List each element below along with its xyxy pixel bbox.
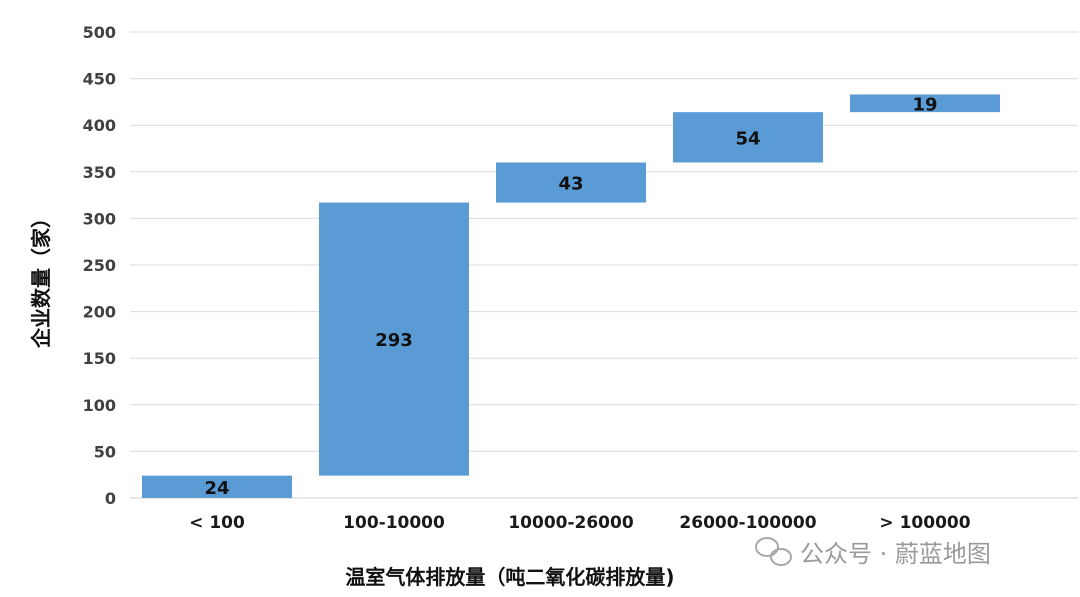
watermark-text: 公众号 · 蔚蓝地图	[800, 540, 991, 568]
data-labels: 24 293 43 54 19	[204, 94, 937, 499]
x-tick-label: 10000-26000	[508, 513, 634, 533]
data-label: 293	[375, 330, 413, 351]
y-tick-labels: 0 50 100 150 200 250 300 350 400 450 500	[83, 23, 116, 508]
y-tick-label: 300	[83, 209, 116, 228]
bar-2	[496, 162, 646, 203]
y-tick-label: 400	[83, 116, 116, 135]
wechat-icon	[755, 537, 792, 566]
y-tick-label: 150	[83, 349, 116, 368]
watermark: 公众号 · 蔚蓝地图	[755, 537, 991, 568]
data-label: 24	[204, 478, 229, 499]
y-tick-label: 250	[83, 256, 116, 275]
x-tick-label: 100-10000	[343, 513, 445, 533]
x-axis-title: 温室气体排放量（吨二氧化碳排放量)	[345, 565, 674, 589]
bar-0	[142, 475, 292, 498]
y-tick-label: 0	[105, 489, 116, 508]
y-tick-label: 450	[83, 70, 116, 89]
bars	[142, 94, 1000, 498]
x-tick-label: < 100	[189, 513, 245, 533]
data-label: 54	[735, 128, 760, 149]
x-tick-labels: < 100 100-10000 10000-26000 26000-100000 > 1…	[189, 513, 971, 533]
y-tick-label: 200	[83, 303, 116, 322]
bar-1	[319, 202, 469, 476]
y-tick-label: 500	[83, 23, 116, 42]
y-axis-title: 企业数量（家）	[29, 208, 53, 349]
y-tick-label: 50	[94, 442, 116, 461]
y-tick-label: 100	[83, 396, 116, 415]
x-tick-label: > 100000	[879, 513, 970, 533]
y-tick-label: 350	[83, 163, 116, 182]
x-tick-label: 26000-100000	[679, 513, 816, 533]
data-label: 19	[912, 94, 937, 115]
bar-3	[673, 112, 823, 163]
bar-4	[850, 94, 1000, 113]
gridlines	[130, 31, 1078, 499]
data-label: 43	[558, 174, 583, 195]
